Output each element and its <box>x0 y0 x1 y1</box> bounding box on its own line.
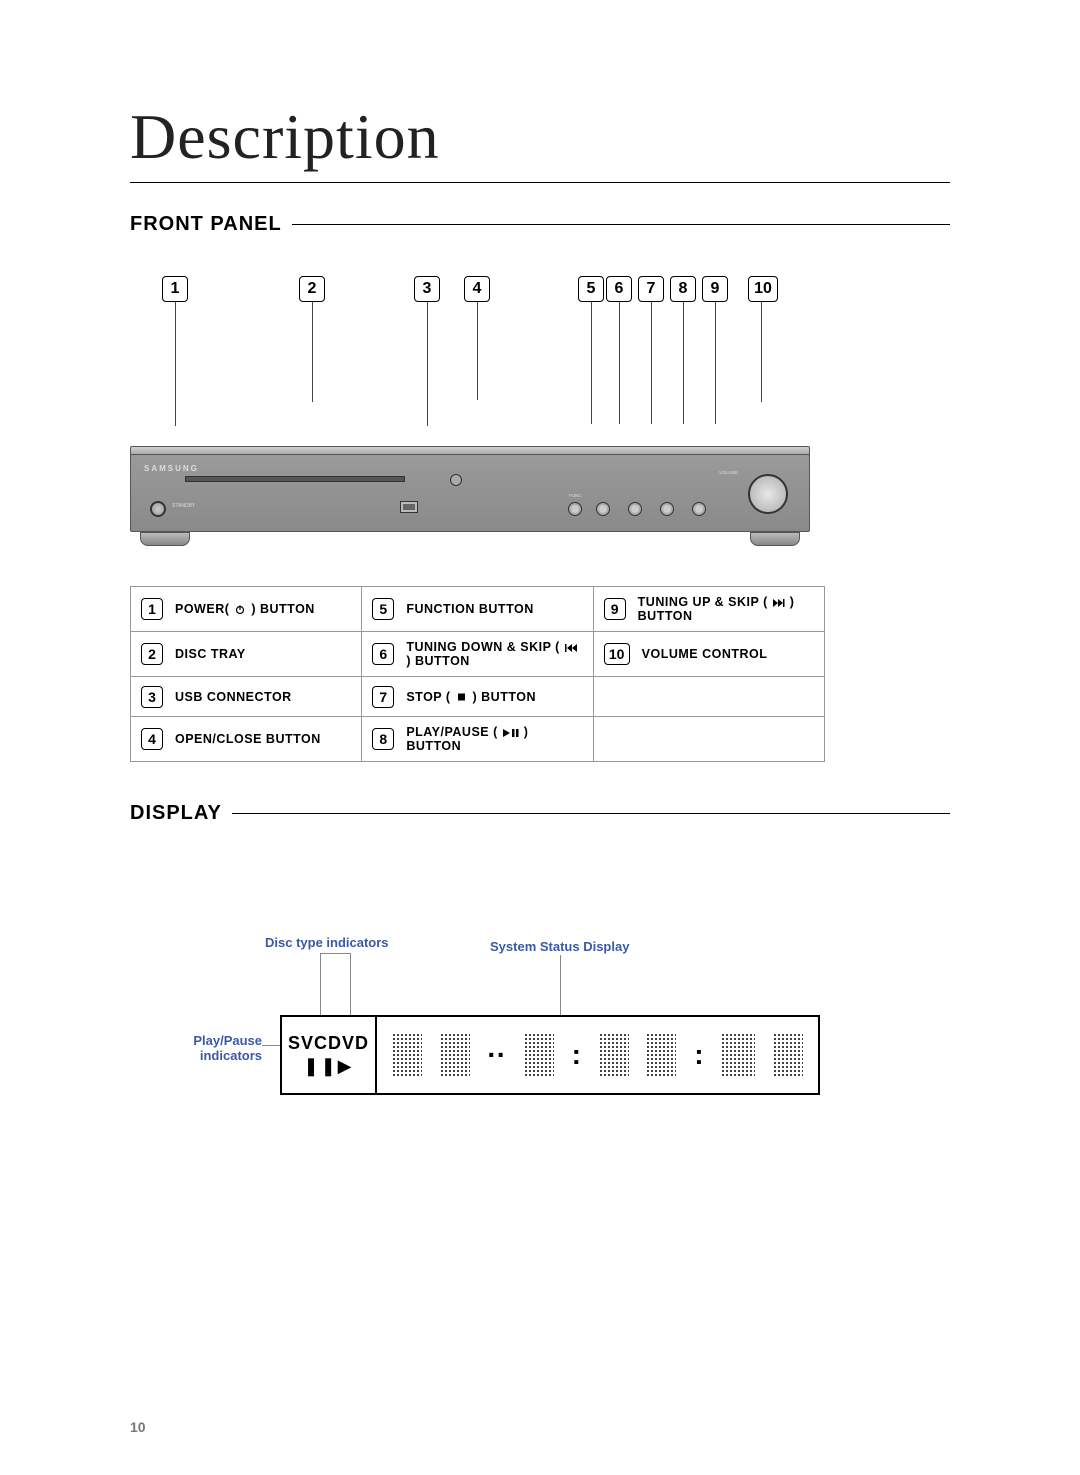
power-button-graphic <box>150 501 166 517</box>
disc-tray <box>185 476 405 482</box>
legend-label: DISC TRAY <box>175 647 246 661</box>
callout-number: 7 <box>638 276 664 302</box>
callout-leader <box>477 302 478 400</box>
digit-segment <box>773 1033 803 1077</box>
legend-cell: 4 OPEN/CLOSE BUTTON <box>130 717 361 762</box>
legend-number: 10 <box>604 643 630 665</box>
legend-cell: 2 DISC TRAY <box>130 632 361 677</box>
svcdvd-indicator: SVCDVD <box>288 1033 369 1054</box>
legend-cell <box>593 717 824 762</box>
callout-leader <box>427 302 428 426</box>
callout-leader <box>761 302 762 402</box>
callout-number: 8 <box>670 276 696 302</box>
legend-number: 2 <box>141 643 163 665</box>
legend-cell: 1 POWER( ) BUTTON <box>130 586 361 632</box>
callout-number: 9 <box>702 276 728 302</box>
legend-cell: 7 STOP ( ) BUTTON <box>361 677 592 717</box>
legend-label: USB CONNECTOR <box>175 690 292 704</box>
legend-cell <box>593 677 824 717</box>
function-button-graphic <box>568 502 582 516</box>
colon: : <box>572 1039 581 1071</box>
legend-label: FUNCTION BUTTON <box>406 602 533 616</box>
lcd-left-block: SVCDVD ❚❚▶ <box>282 1017 377 1093</box>
front-panel-heading: FRONT PANEL <box>130 213 950 236</box>
callout-number: 6 <box>606 276 632 302</box>
system-status-label: System Status Display <box>490 939 629 954</box>
standby-label: STANDBY <box>172 503 195 509</box>
callout-number: 3 <box>414 276 440 302</box>
legend-label: POWER( ) BUTTON <box>175 602 315 616</box>
callout-leader <box>619 302 620 424</box>
digit-segment <box>646 1033 676 1077</box>
skip-down-button-graphic <box>596 502 610 516</box>
usb-connector-graphic <box>400 501 418 513</box>
disc-type-label: Disc type indicators <box>265 935 389 950</box>
callout-number: 5 <box>578 276 604 302</box>
legend-label: TUNING UP & SKIP ( ) BUTTON <box>638 595 814 623</box>
device-illustration: SAMSUNG STANDBY FUNC. VOLUME <box>130 446 810 546</box>
func-label: FUNC. <box>569 493 583 498</box>
display-heading-text: DISPLAY <box>130 802 232 825</box>
digit-segment <box>524 1033 554 1077</box>
legend-number: 8 <box>372 728 394 750</box>
heading-rule <box>292 224 950 225</box>
legend-number: 7 <box>372 686 394 708</box>
callout-leader <box>591 302 592 424</box>
page-title: Description <box>130 100 950 183</box>
legend-cell: 8 PLAY/PAUSE ( ) BUTTON <box>361 717 592 762</box>
legend-label: TUNING DOWN & SKIP ( ) BUTTON <box>406 640 582 668</box>
separator-dots: ·· <box>487 1039 506 1071</box>
legend-number: 4 <box>141 728 163 750</box>
legend-number: 9 <box>604 598 626 620</box>
colon: : <box>694 1039 703 1071</box>
callout-number: 10 <box>748 276 778 302</box>
play-pause-label: Play/Pause indicators <box>142 1033 262 1063</box>
legend-label: VOLUME CONTROL <box>642 647 768 661</box>
callout-number: 2 <box>299 276 325 302</box>
lcd-panel: SVCDVD ❚❚▶ ·· : : <box>280 1015 820 1095</box>
digit-segment <box>721 1033 755 1077</box>
callout-row: 1 2 34 56789 10 <box>144 276 950 456</box>
digit-segment <box>440 1033 470 1077</box>
lcd-digits: ·· : : <box>377 1033 818 1077</box>
volume-knob-graphic <box>748 474 788 514</box>
legend-label: PLAY/PAUSE ( ) BUTTON <box>406 725 582 753</box>
display-heading: DISPLAY <box>130 802 950 825</box>
callout-number: 1 <box>162 276 188 302</box>
stop-button-graphic <box>628 502 642 516</box>
front-panel-heading-text: FRONT PANEL <box>130 213 292 236</box>
open-close-button-graphic <box>450 474 462 486</box>
callout-leader <box>715 302 716 424</box>
heading-rule <box>232 813 950 814</box>
legend-number: 3 <box>141 686 163 708</box>
skip-up-button-graphic <box>692 502 706 516</box>
legend-cell: 5 FUNCTION BUTTON <box>361 586 592 632</box>
legend-table: 1 POWER( ) BUTTON 5 FUNCTION BUTTON 9 TUNING … <box>130 586 825 762</box>
legend-label: OPEN/CLOSE BUTTON <box>175 732 321 746</box>
callout-leader <box>651 302 652 424</box>
play-pause-button-graphic <box>660 502 674 516</box>
digit-segment <box>392 1033 422 1077</box>
callout-leader <box>175 302 176 426</box>
legend-cell: 6 TUNING DOWN & SKIP ( ) BUTTON <box>361 632 592 677</box>
legend-number: 1 <box>141 598 163 620</box>
volume-label: VOLUME <box>719 470 738 475</box>
display-diagram: Disc type indicators System Status Displ… <box>130 895 950 1155</box>
callout-leader <box>683 302 684 424</box>
legend-number: 5 <box>372 598 394 620</box>
digit-segment <box>599 1033 629 1077</box>
legend-cell: 10 VOLUME CONTROL <box>593 632 824 677</box>
legend-number: 6 <box>372 643 394 665</box>
play-pause-label-text: Play/Pause indicators <box>193 1033 262 1063</box>
legend-cell: 3 USB CONNECTOR <box>130 677 361 717</box>
callout-number: 4 <box>464 276 490 302</box>
page-number: 10 <box>130 1419 146 1435</box>
brand-label: SAMSUNG <box>144 464 199 473</box>
legend-label: STOP ( ) BUTTON <box>406 690 536 704</box>
play-pause-indicator: ❚❚▶ <box>303 1056 353 1077</box>
callout-leader <box>312 302 313 402</box>
legend-cell: 9 TUNING UP & SKIP ( ) BUTTON <box>593 586 824 632</box>
